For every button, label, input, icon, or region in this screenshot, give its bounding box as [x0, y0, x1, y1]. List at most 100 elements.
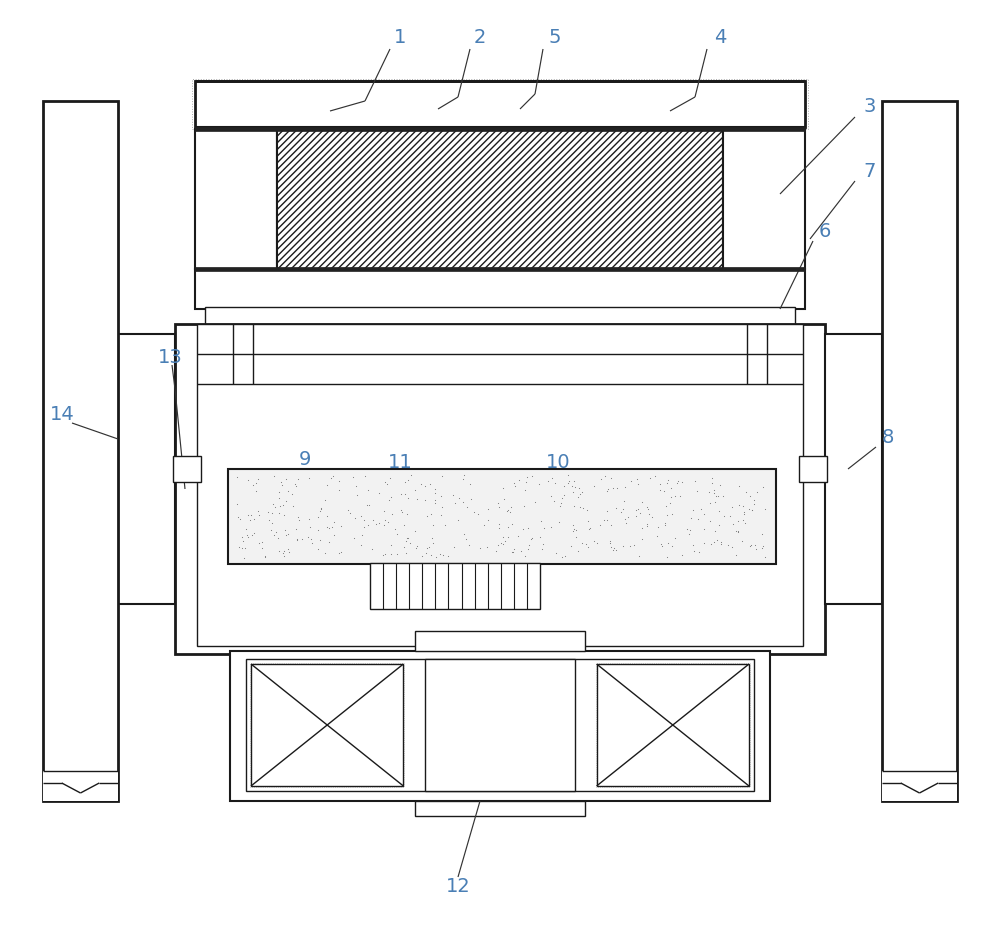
Point: [622, 538, 638, 553]
Point: [696, 506, 712, 521]
Point: [734, 533, 750, 549]
Point: [557, 549, 573, 564]
Point: [240, 507, 256, 522]
Text: 2: 2: [474, 28, 486, 47]
Point: [586, 479, 602, 494]
Point: [245, 477, 261, 493]
Bar: [799, 456, 827, 482]
Bar: [882, 101, 957, 801]
Point: [674, 474, 690, 489]
Point: [613, 504, 629, 519]
Point: [278, 472, 294, 487]
Bar: [195, 127, 805, 131]
Point: [456, 527, 472, 542]
Point: [376, 503, 392, 518]
Point: [652, 476, 668, 492]
Point: [277, 523, 293, 538]
Point: [264, 506, 280, 521]
Point: [716, 509, 732, 524]
Point: [461, 538, 477, 553]
Point: [246, 526, 262, 541]
Point: [499, 504, 515, 519]
Point: [280, 484, 296, 499]
Point: [400, 472, 416, 487]
Point: [757, 549, 773, 565]
Point: [289, 531, 305, 547]
Point: [243, 507, 259, 522]
Point: [455, 472, 471, 487]
Point: [502, 505, 518, 520]
Point: [608, 500, 624, 515]
Point: [510, 528, 526, 543]
Point: [437, 517, 453, 532]
Point: [660, 473, 676, 488]
Point: [597, 469, 613, 484]
Point: [408, 541, 424, 556]
Bar: [43, 101, 118, 801]
Point: [532, 530, 548, 545]
Point: [399, 506, 415, 521]
Point: [266, 528, 282, 543]
Point: [657, 518, 673, 533]
Point: [519, 470, 535, 485]
Bar: [596, 663, 750, 787]
Point: [402, 535, 418, 550]
Point: [713, 535, 729, 550]
Point: [491, 499, 507, 514]
Point: [313, 500, 329, 515]
Point: [403, 468, 419, 483]
Point: [720, 537, 736, 552]
Point: [690, 512, 706, 527]
Point: [728, 524, 744, 539]
Point: [568, 530, 584, 545]
Point: [689, 483, 705, 498]
Point: [686, 544, 702, 559]
Point: [602, 533, 618, 549]
Point: [663, 480, 679, 495]
Point: [736, 504, 752, 519]
Point: [755, 479, 771, 494]
Point: [659, 475, 675, 491]
Point: [602, 535, 618, 550]
Point: [570, 490, 586, 505]
Point: [507, 478, 523, 493]
Point: [435, 548, 451, 563]
Point: [609, 480, 625, 495]
Point: [517, 483, 533, 498]
Point: [479, 540, 495, 555]
Point: [387, 522, 403, 537]
Point: [397, 474, 413, 490]
Point: [365, 512, 381, 527]
Point: [743, 537, 759, 552]
Point: [711, 504, 727, 519]
Point: [634, 531, 650, 547]
Text: 4: 4: [714, 28, 726, 47]
Point: [737, 515, 753, 530]
Point: [288, 478, 304, 493]
Point: [707, 494, 723, 510]
Point: [495, 529, 511, 544]
Point: [644, 509, 660, 524]
Point: [596, 512, 612, 528]
Point: [617, 512, 633, 527]
Point: [230, 510, 246, 525]
Point: [556, 478, 572, 493]
Point: [554, 549, 570, 565]
Text: 11: 11: [388, 453, 412, 472]
Bar: [195, 267, 805, 271]
Point: [632, 506, 648, 521]
Point: [730, 524, 746, 539]
Point: [427, 486, 443, 501]
Point: [434, 499, 450, 514]
Point: [271, 484, 287, 499]
Point: [495, 480, 511, 495]
Point: [331, 474, 347, 489]
Point: [371, 485, 387, 500]
Point: [738, 484, 754, 499]
Point: [235, 533, 251, 549]
Point: [516, 498, 532, 513]
Point: [593, 472, 609, 487]
Point: [383, 547, 399, 562]
Point: [300, 530, 316, 545]
Point: [667, 489, 683, 504]
